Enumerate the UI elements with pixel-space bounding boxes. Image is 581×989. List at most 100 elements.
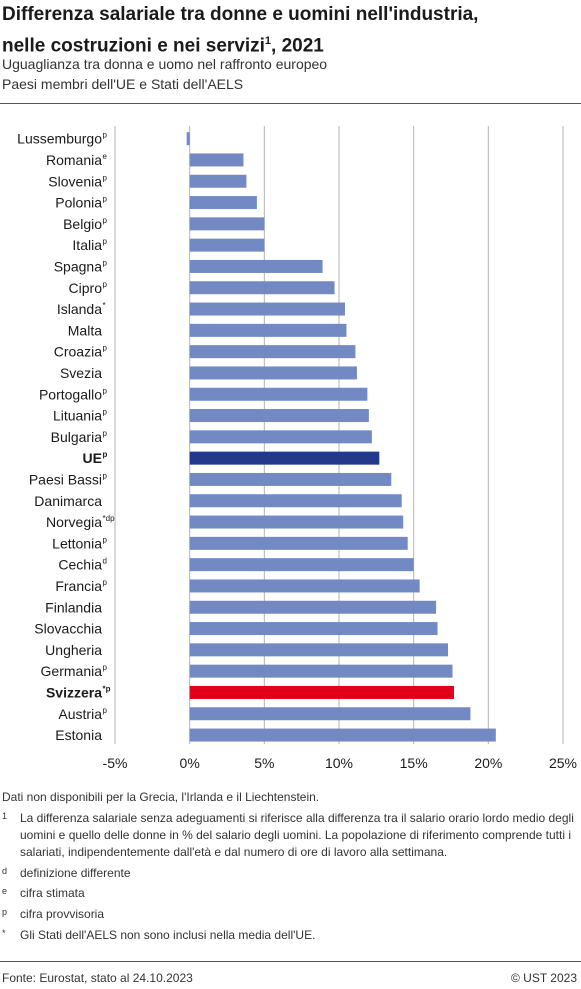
category-label: Cechia (58, 557, 102, 573)
category-label-sup: * (103, 301, 106, 310)
footnote-star: * Gli Stati dell'AELS non sono inclusi n… (2, 927, 580, 944)
category-label-sup: *dp (103, 514, 116, 523)
category-label: Norvegia (46, 514, 102, 530)
x-tick-label: -5% (103, 755, 128, 771)
category-label: Bulgaria (51, 429, 103, 445)
x-tick-label: 25% (549, 755, 577, 771)
category-label-sup: e (103, 152, 108, 161)
category-label-sup: p (103, 450, 108, 459)
bar-svezia (189, 366, 357, 380)
category-label: Svizzera (46, 684, 102, 700)
bar-germania (189, 664, 453, 678)
category-label-sup: p (103, 237, 108, 246)
bar-francia (189, 579, 420, 593)
bottom-divider (0, 961, 581, 962)
category-label: Spagna (54, 258, 102, 274)
category-label: Danimarca (34, 493, 102, 509)
bar-bulgaria (189, 430, 372, 444)
category-label: Lettonia (52, 535, 102, 551)
category-label: Germania (41, 663, 103, 679)
source-note: Fonte: Eurostat, stato al 24.10.2023 (2, 971, 193, 985)
category-label-sup: p (103, 706, 108, 715)
note-data-not-available: Dati non disponibili per la Grecia, l'Ir… (2, 789, 319, 806)
bar-slovenia (189, 174, 247, 188)
category-label-sup: d (103, 557, 107, 566)
subtitle-countries: Paesi membri dell'UE e Stati dell'AELS (2, 76, 244, 92)
title-line-2: nelle costruzioni e nei servizi (2, 35, 265, 57)
category-label-sup: p (103, 131, 108, 140)
category-label: Paesi Bassi (29, 471, 102, 487)
bar-italia (189, 238, 265, 252)
bar-malta (189, 323, 347, 337)
bar-lituania (189, 409, 369, 423)
category-label: Francia (55, 578, 102, 594)
category-label-sup: p (103, 344, 108, 353)
category-label-sup: p (103, 471, 108, 480)
category-label: Polonia (55, 195, 102, 211)
category-label: Romania (46, 152, 102, 168)
category-label-sup: p (103, 386, 108, 395)
bar-paesi-bassi (189, 472, 392, 486)
bars (186, 132, 496, 742)
title-line-1: Differenza salariale tra donne e uomini … (2, 4, 479, 25)
category-label: Lituania (53, 408, 102, 424)
category-label: Svezia (60, 365, 102, 381)
bar-cipro (189, 281, 335, 295)
title-year: , 2021 (271, 35, 324, 57)
bar-svizzera (189, 685, 454, 699)
chart-title: Differenza salariale tra donne e uomini … (2, 2, 577, 59)
category-label-sup: p (103, 408, 108, 417)
category-label-sup: p (103, 216, 108, 225)
footnote-e-text: cifra stimata (20, 886, 85, 900)
footnote-p-text: cifra provvisoria (20, 907, 105, 921)
title-footnote-marker: 1 (264, 35, 272, 47)
bar-belgio (189, 217, 265, 231)
bar-romania (189, 153, 244, 167)
x-axis-tick-labels: -5% 0% 5% 10% 15% 20% 25% (103, 755, 577, 771)
bar-norvegia (189, 515, 404, 529)
category-label: Estonia (55, 727, 102, 743)
bar-croazia (189, 345, 356, 359)
footnote-p: p cifra provvisoria (2, 906, 580, 923)
x-tick-label: 20% (474, 755, 502, 771)
category-label-sup: p (103, 578, 108, 587)
x-tick-label: 0% (180, 755, 200, 771)
category-label: Croazia (54, 344, 102, 360)
footnote-1-text: La differenza salariale senza adeguament… (20, 811, 574, 859)
footnote-star-text: Gli Stati dell'AELS non sono inclusi nel… (20, 928, 316, 942)
bar-austria (189, 707, 471, 721)
bar-danimarca (189, 494, 402, 508)
category-label-sup: p (103, 280, 108, 289)
bar-portogallo (189, 387, 368, 401)
category-label: Malta (68, 322, 102, 338)
footnote-p-marker: p (2, 907, 8, 917)
category-label: Slovenia (48, 173, 102, 189)
footnote-1-marker: 1 (2, 811, 8, 821)
bar-lussemburgo (186, 132, 190, 146)
bar-ungheria (189, 643, 449, 657)
footnote-d-marker: d (2, 866, 8, 876)
bar-finlandia (189, 600, 437, 614)
category-label-sup: p (103, 429, 108, 438)
footnote-d-text: definizione differente (20, 866, 131, 880)
footnote-d: d definizione differente (2, 865, 580, 882)
bar-polonia (189, 196, 257, 210)
x-tick-label: 5% (254, 755, 274, 771)
copyright: © UST 2023 (511, 971, 577, 985)
footnote-e-marker: e (2, 886, 8, 896)
category-label: Finlandia (45, 599, 102, 615)
x-tick-label: 10% (325, 755, 353, 771)
category-label: Slovacchia (34, 621, 102, 637)
category-label-sup: p (103, 195, 108, 204)
category-label-sup: p (103, 173, 108, 182)
category-label: Islanda (57, 301, 102, 317)
bar-islanda (189, 302, 345, 316)
x-tick-label: 15% (400, 755, 428, 771)
bar-slovacchia (189, 622, 438, 636)
bar-cechia (189, 558, 414, 572)
bar-ue (189, 451, 380, 465)
category-label: Belgio (63, 216, 102, 232)
footnote-star-marker: * (2, 928, 6, 938)
category-label: Portogallo (39, 386, 102, 402)
